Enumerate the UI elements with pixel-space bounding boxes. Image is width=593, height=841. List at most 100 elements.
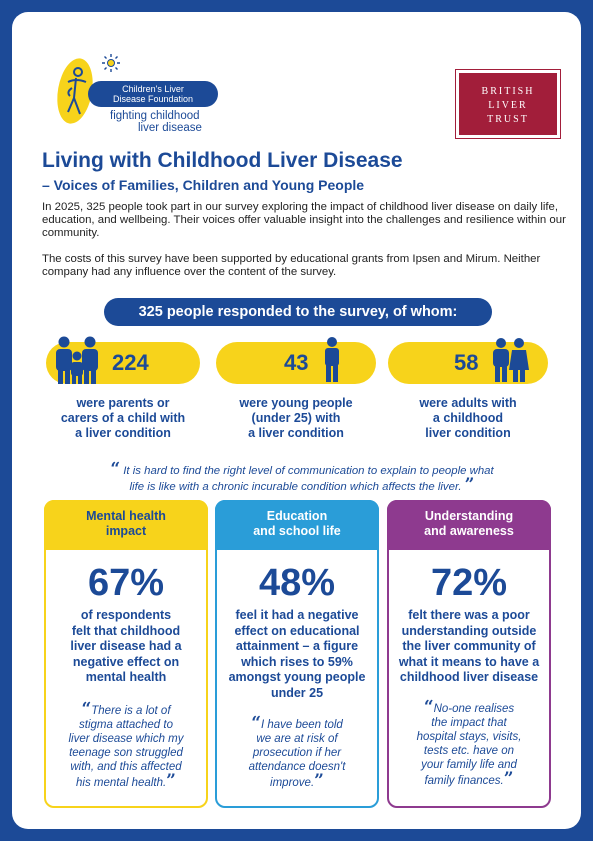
clf-name-pill: Children's Liver Disease Foundation [88, 81, 218, 107]
caption-line: carers of a child with [60, 411, 186, 425]
card-mental-health: Mental health impact 67% of respondents … [44, 500, 208, 808]
card-header-line2: and school life [253, 524, 341, 538]
card-text: feel it had a negative effect on educati… [223, 608, 371, 701]
card-text-line: felt that childhood [71, 623, 181, 638]
caption-line: (under 25) with [251, 411, 341, 425]
adults-icon [493, 338, 529, 382]
stat-young-people: 43 [216, 337, 376, 384]
card-text-line: liver disease had a [70, 639, 182, 653]
open-quote-icon: “ [81, 699, 92, 719]
quote-line: No-one realises [433, 703, 515, 715]
card-text-line: what it means to have a [398, 654, 540, 669]
family-icon [56, 336, 98, 384]
card-header-line1: Understanding [424, 509, 514, 523]
quote-line: liver disease which my [68, 733, 184, 745]
card-understanding: Understanding and awareness 72% felt the… [387, 500, 551, 808]
quote-line: we are at risk of [256, 733, 338, 745]
blt-line3: TRUST [487, 114, 529, 125]
clf-logo: Children's Liver Disease Foundation figh… [52, 52, 242, 142]
main-quote: “ It is hard to find the right level of … [72, 459, 532, 495]
card-header: Understanding and awareness [387, 500, 551, 550]
caption-line: a liver condition [248, 426, 344, 440]
quote-line: attendance doesn't [248, 761, 346, 773]
stat-adults-number: 58 [454, 350, 479, 375]
card-header: Mental health impact [44, 500, 208, 550]
blt-line1: BRITISH [481, 86, 535, 97]
card-quote: “There is a lot of stigma attached to li… [56, 699, 196, 791]
card-text-line: attainment – a figure [235, 639, 359, 653]
quote-line: your family life and [421, 759, 517, 771]
card-education: Education and school life 48% feel it ha… [215, 500, 379, 808]
quote-line: tests etc. have on [423, 745, 515, 757]
main-quote-line1: It is hard to find the right level of co… [123, 465, 494, 477]
card-header-line2: and awareness [424, 524, 514, 538]
caption-line: were adults with [419, 396, 517, 410]
caption-line: a liver condition [75, 426, 171, 440]
clf-name-line1: Children's Liver [122, 84, 184, 94]
quote-line: improve. [270, 777, 315, 789]
respondents-banner: 325 people responded to the survey, of w… [104, 298, 492, 326]
open-quote-icon: “ [110, 459, 121, 479]
close-quote-icon: ” [464, 475, 475, 495]
quote-line: There is a lot of [91, 705, 171, 717]
card-percent: 48% [258, 562, 336, 604]
card-percent: 72% [430, 562, 508, 604]
card-text-line: childhood liver disease [399, 670, 539, 684]
quote-line: I have been told [260, 719, 343, 731]
card-header-line1: Mental health [86, 509, 166, 523]
quote-line: with, and this affected [70, 761, 182, 773]
quote-line: teenage son struggled [69, 747, 183, 759]
page-subtitle: – Voices of Families, Children and Young… [42, 177, 365, 193]
sun-icon [102, 54, 120, 72]
open-quote-icon: “ [251, 713, 261, 733]
card-header-line1: Education [266, 509, 328, 523]
card-header-line2: impact [105, 524, 147, 538]
caption-line: a childhood [432, 411, 504, 425]
close-quote-icon: ” [314, 771, 324, 791]
card-text-line: of respondents [80, 608, 172, 622]
quote-line: the impact that [431, 717, 507, 729]
stat-adults: 58 [388, 338, 548, 384]
open-quote-icon: “ [423, 697, 434, 717]
card-text: of respondents felt that childhood liver… [52, 608, 200, 686]
main-quote-line2: life is like with a chronic incurable co… [129, 481, 462, 493]
page-title: Living with Childhood Liver Disease [42, 149, 403, 172]
card-text: felt there was a poor understanding outs… [395, 608, 543, 686]
close-quote-icon: ” [166, 771, 176, 791]
clf-name-line2: Disease Foundation [112, 94, 194, 104]
card-text-line: the liver community of [402, 639, 536, 653]
stat-parents-caption: were parents or carers of a child with a… [43, 396, 203, 441]
card-text-line: mental health [85, 670, 167, 684]
card-text-line: amongst young people [228, 670, 366, 684]
clf-tagline-line1: fighting childhood [110, 110, 200, 122]
intro-paragraph: In 2025, 325 people took part in our sur… [42, 201, 566, 239]
card-text-line: felt there was a poor [408, 608, 530, 622]
quote-line: prosecution if her [252, 747, 342, 759]
card-percent: 67% [87, 562, 165, 604]
card-quote: “I have been told we are at risk of pros… [227, 713, 367, 791]
clf-tagline: fighting childhood liver disease [110, 110, 202, 134]
quote-line: stigma attached to [79, 719, 173, 731]
caption-line: liver condition [425, 426, 511, 440]
card-text-line: which rises to 59% [241, 654, 353, 669]
funding-paragraph: The costs of this survey have been suppo… [42, 253, 541, 278]
blt-line2: LIVER [488, 100, 528, 111]
quote-line: family finances. [424, 775, 504, 787]
stat-parents-number: 224 [112, 350, 149, 375]
card-header: Education and school life [215, 500, 379, 550]
child-figure-icon [67, 67, 87, 115]
card-text-line: under 25 [270, 685, 324, 700]
stat-young-caption: were young people (under 25) with a live… [216, 396, 376, 441]
clf-tagline-line2: liver disease [138, 122, 202, 134]
card-text-line: effect on educational [234, 623, 360, 638]
card-quote: “No-one realises the impact that hospita… [399, 697, 539, 789]
close-quote-icon: ” [503, 769, 514, 789]
person-icon [325, 337, 339, 382]
quote-line: hospital stays, visits, [416, 731, 522, 743]
card-text-line: feel it had a negative [235, 608, 359, 622]
british-liver-trust-logo: BRITISH LIVER TRUST [455, 69, 561, 139]
caption-line: were young people [239, 396, 353, 410]
card-text-line: negative effect on [72, 654, 180, 669]
card-text-line: understanding outside [401, 623, 537, 638]
stat-young-number: 43 [284, 350, 309, 375]
